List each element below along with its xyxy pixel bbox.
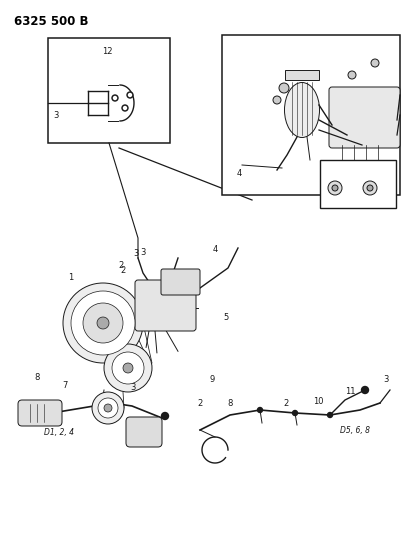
- Text: 2: 2: [120, 266, 125, 275]
- Text: 1: 1: [68, 273, 73, 282]
- Text: 13: 13: [366, 193, 376, 202]
- Text: 3: 3: [53, 110, 58, 119]
- Circle shape: [113, 96, 117, 100]
- Circle shape: [332, 185, 338, 191]
- Text: 2: 2: [197, 399, 202, 408]
- FancyBboxPatch shape: [161, 269, 200, 295]
- Text: 6325 500 B: 6325 500 B: [14, 15, 89, 28]
- Circle shape: [162, 413, 169, 419]
- Ellipse shape: [284, 83, 319, 138]
- Text: 10: 10: [313, 397, 324, 406]
- Circle shape: [63, 283, 143, 363]
- Circle shape: [104, 404, 112, 412]
- Text: 4: 4: [237, 168, 242, 177]
- Circle shape: [112, 95, 118, 101]
- Circle shape: [273, 96, 281, 104]
- Text: 3: 3: [130, 384, 135, 392]
- Text: 2: 2: [283, 399, 288, 408]
- Text: 14: 14: [331, 193, 341, 202]
- Bar: [48, 38, 170, 143]
- Circle shape: [328, 413, 333, 417]
- FancyBboxPatch shape: [126, 417, 162, 447]
- Text: 4: 4: [213, 246, 218, 254]
- Text: D1, 2, 4: D1, 2, 4: [44, 428, 74, 437]
- Circle shape: [92, 392, 124, 424]
- Text: 9: 9: [209, 376, 214, 384]
- Circle shape: [112, 352, 144, 384]
- Text: 5: 5: [223, 313, 228, 322]
- Circle shape: [367, 185, 373, 191]
- Circle shape: [328, 181, 342, 195]
- Circle shape: [257, 408, 262, 413]
- Circle shape: [97, 317, 109, 329]
- Circle shape: [363, 181, 377, 195]
- Circle shape: [129, 93, 131, 96]
- Text: 8: 8: [227, 399, 233, 408]
- Circle shape: [348, 71, 356, 79]
- FancyBboxPatch shape: [135, 280, 196, 331]
- Text: 11: 11: [345, 386, 355, 395]
- Circle shape: [361, 386, 368, 393]
- Circle shape: [293, 410, 297, 416]
- Text: 7: 7: [62, 381, 67, 390]
- Circle shape: [371, 59, 379, 67]
- Text: 12: 12: [102, 46, 113, 55]
- Circle shape: [71, 291, 135, 355]
- Text: 3: 3: [140, 248, 145, 257]
- Bar: [285, 70, 319, 80]
- Bar: [320, 160, 396, 208]
- Text: 8: 8: [34, 374, 40, 383]
- Circle shape: [123, 363, 133, 373]
- Text: 2: 2: [118, 262, 123, 271]
- Text: 3: 3: [383, 375, 388, 384]
- Circle shape: [279, 83, 289, 93]
- Circle shape: [127, 92, 133, 98]
- Circle shape: [122, 105, 128, 111]
- FancyBboxPatch shape: [329, 87, 400, 148]
- Text: 3: 3: [133, 248, 138, 257]
- Circle shape: [104, 344, 152, 392]
- Text: D5, 6, 8: D5, 6, 8: [340, 426, 370, 435]
- Circle shape: [98, 398, 118, 418]
- FancyBboxPatch shape: [18, 400, 62, 426]
- Bar: [222, 35, 400, 195]
- Circle shape: [83, 303, 123, 343]
- Circle shape: [124, 107, 126, 109]
